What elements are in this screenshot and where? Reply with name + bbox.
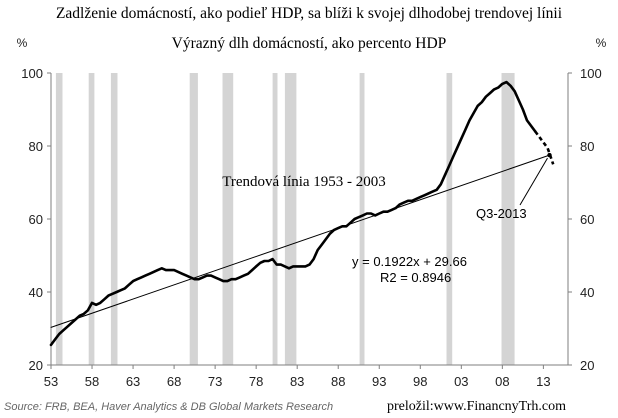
x-tick-label-83: 83 <box>290 374 304 389</box>
y-tick-label-right-40: 40 <box>580 285 594 300</box>
chart-title: Zadlženie domácností, ako podieľ HDP, sa… <box>56 5 563 22</box>
recession-band-9 <box>446 73 453 365</box>
recession-band-8 <box>359 73 365 365</box>
recession-band-3 <box>110 73 118 365</box>
series-lines <box>49 80 555 347</box>
point-q3-2013-marker <box>547 152 552 158</box>
y-tick-label-right-80: 80 <box>580 139 594 154</box>
y-tick-label-left-20: 20 <box>29 358 43 373</box>
axes <box>47 72 572 369</box>
recession-band-4 <box>189 73 198 365</box>
recession-band-2 <box>88 73 95 365</box>
y-tick-label-left-80: 80 <box>29 139 43 154</box>
y-tick-label-right-60: 60 <box>580 212 594 227</box>
y-tick-label-right-100: 100 <box>580 66 602 81</box>
recession-bands <box>55 73 515 365</box>
series-debt <box>49 80 537 347</box>
x-tick-label-63: 63 <box>126 374 140 389</box>
point-label-arrow <box>519 157 548 206</box>
x-tick-label-73: 73 <box>208 374 222 389</box>
y-tick-label-left-40: 40 <box>29 285 43 300</box>
regression-r2: R2 = 0.8946 <box>380 270 451 285</box>
x-tick-label-93: 93 <box>372 374 386 389</box>
y-tick-label-left-100: 100 <box>21 66 43 81</box>
recession-band-5 <box>222 73 234 365</box>
x-tick-label-78: 78 <box>249 374 263 389</box>
source-note: Source: FRB, BEA, Haver Analytics & DB G… <box>4 401 333 413</box>
recession-band-7 <box>284 73 297 365</box>
translator-credit: preložil:www.FinancnyTrh.com <box>387 399 566 414</box>
regression-equation: y = 0.1922x + 29.66 <box>352 254 467 269</box>
recession-band-1 <box>55 73 63 365</box>
recession-band-10 <box>501 73 515 365</box>
series-trend <box>50 154 550 328</box>
point-label-q3-2013: Q3-2013 <box>476 206 527 221</box>
left-axis-unit: % <box>17 36 28 50</box>
x-tick-label-58: 58 <box>85 374 99 389</box>
y-tick-label-left-60: 60 <box>29 212 43 227</box>
right-axis-unit: % <box>596 36 607 50</box>
x-tick-label-08: 08 <box>495 374 509 389</box>
tick-labels: 20 20 40 40 60 60 80 80 100 100 53 58 63 68 73 78 83 88 93… <box>21 66 601 389</box>
recession-band-6 <box>272 73 278 365</box>
x-tick-label-13: 13 <box>536 374 550 389</box>
trend-line-label: Trendová línia 1953 - 2003 <box>222 174 386 190</box>
x-tick-label-03: 03 <box>454 374 468 389</box>
x-tick-label-68: 68 <box>167 374 181 389</box>
x-tick-label-88: 88 <box>331 374 345 389</box>
x-tick-label-98: 98 <box>413 374 427 389</box>
y-tick-label-right-20: 20 <box>580 358 594 373</box>
chart-subtitle: Výrazný dlh domácností, ako percento HDP <box>172 35 447 52</box>
x-tick-label-53: 53 <box>44 374 58 389</box>
